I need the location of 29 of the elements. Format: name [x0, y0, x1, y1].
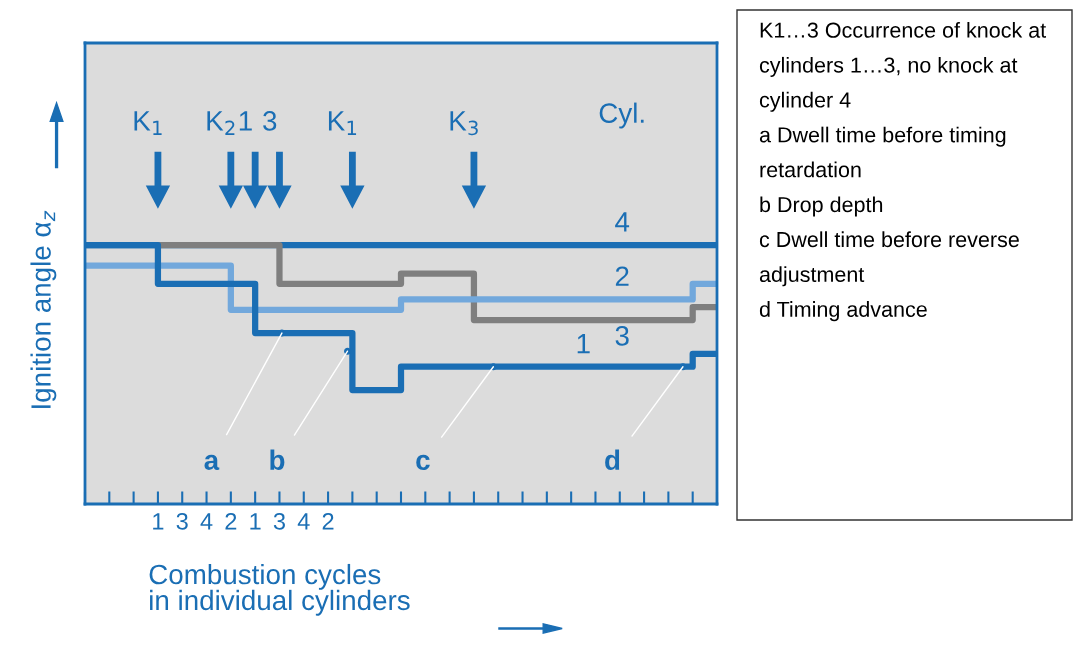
x-tick-label: 1: [250, 513, 261, 530]
x-tick-label: 3: [273, 512, 285, 530]
text: 1: [239, 111, 252, 131]
text: b Drop depth: [760, 196, 883, 217]
x-axis-title: Combustion cycles in individual cylinders: [149, 563, 410, 616]
y-axis-title: Ignition angle α$_{z}$: [30, 210, 57, 408]
text: K: [450, 111, 467, 131]
series-label: 3: [615, 326, 629, 346]
series-label: 1: [577, 334, 590, 354]
x-tick-label: 3: [176, 512, 188, 530]
x-tick-label: 4: [200, 513, 213, 530]
x-tick-label: 2: [225, 512, 237, 530]
text: 3: [468, 120, 478, 136]
annotation: a: [204, 454, 220, 471]
text: K$_{2}$: [207, 111, 235, 135]
text: 1: [347, 120, 357, 135]
series-label: 2: [615, 266, 629, 286]
annotation: d: [605, 449, 620, 471]
legend-title: Cyl.: [599, 102, 644, 129]
text: d Timing advance: [759, 301, 927, 322]
x-tick-label: 4: [297, 513, 310, 530]
text: K: [328, 111, 345, 131]
x-tick-label: 2: [322, 512, 334, 530]
series-label: 4: [615, 212, 630, 232]
annotation: c: [416, 454, 430, 471]
text: K$_{1}$: [134, 111, 162, 135]
annotation: b: [270, 449, 285, 471]
text: 3: [263, 111, 277, 131]
x-tick-label: 1: [153, 513, 164, 530]
